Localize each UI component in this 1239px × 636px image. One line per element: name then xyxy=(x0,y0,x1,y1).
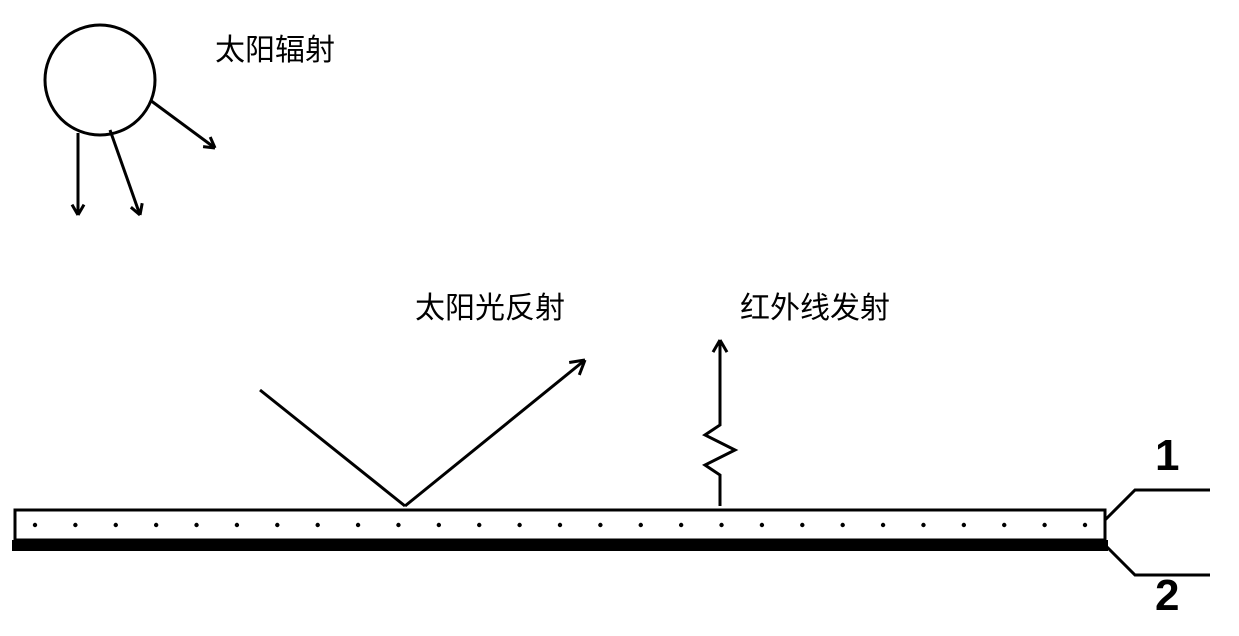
layer-dot xyxy=(114,523,118,527)
reflection-incoming xyxy=(260,390,405,506)
ir-emission-label: 红外线发射 xyxy=(740,292,890,325)
layer-dot xyxy=(639,523,643,527)
layer-dot xyxy=(962,523,966,527)
reflection-label: 太阳光反射 xyxy=(415,292,565,325)
layer-dot xyxy=(1002,523,1006,527)
layer-dot xyxy=(33,523,37,527)
callout-number-one: 1 xyxy=(1155,431,1179,480)
callout-line-one xyxy=(1105,490,1210,520)
layer-dot xyxy=(1042,523,1046,527)
layer-dot xyxy=(760,523,764,527)
layer-dot xyxy=(154,523,158,527)
layer-dot xyxy=(194,523,198,527)
layer-dot xyxy=(881,523,885,527)
solar-radiation-label: 太阳辐射 xyxy=(215,34,335,67)
solid-layer xyxy=(12,540,1108,551)
layer-dot xyxy=(679,523,683,527)
layer-dot xyxy=(396,523,400,527)
callout-number-two: 2 xyxy=(1155,571,1179,620)
layer-dot xyxy=(73,523,77,527)
layer-dot xyxy=(719,523,723,527)
layer-dot xyxy=(315,523,319,527)
layer-dot xyxy=(477,523,481,527)
layer-dot xyxy=(356,523,360,527)
layer-dot xyxy=(235,523,239,527)
layer-dot xyxy=(517,523,521,527)
layer-dot xyxy=(1083,523,1087,527)
layer-dot xyxy=(275,523,279,527)
layer-dot xyxy=(921,523,925,527)
layer-dot xyxy=(800,523,804,527)
layer-dot xyxy=(598,523,602,527)
layer-dot xyxy=(840,523,844,527)
sun-icon xyxy=(45,25,155,135)
layer-dot xyxy=(558,523,562,527)
layer-dot xyxy=(437,523,441,527)
